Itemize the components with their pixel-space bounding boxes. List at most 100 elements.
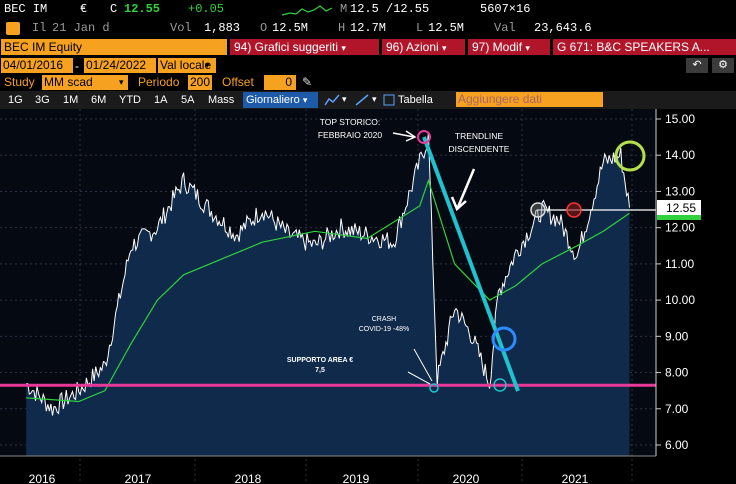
periodo-input[interactable]: 200 [188,75,212,90]
top-arrow [392,130,417,142]
y-tick-label: 15.00 [665,112,695,126]
volume: 1,883 [204,21,241,35]
security-field[interactable]: BEC IM Equity [1,39,227,55]
study-select[interactable]: MM scad [42,75,128,90]
tab-1g[interactable]: 1G [8,94,23,106]
tab-mass[interactable]: Mass [208,94,235,106]
ticker-bar: BEC IM € C 12.55 +0.05 M 12.5 /12.55 560… [0,0,736,19]
high-price: 12.7M [350,21,387,35]
crash-low-marker [429,383,439,393]
caret-down-icon: ▾ [302,95,308,105]
x-tick-label: 2018 [235,472,262,484]
y-tick-label: 10.00 [665,293,695,307]
bid-ask: 12.5 /12.55 [350,2,430,16]
news-icon[interactable] [6,22,20,35]
y-tick-label: 9.00 [665,329,689,343]
settings-icon[interactable]: ⚙ [712,58,734,73]
top-marker [417,130,431,144]
m-label: M [340,2,348,16]
azioni-button[interactable]: 96) Azioni ▾ [382,39,465,55]
caret-down-icon[interactable]: ▾ [342,94,347,104]
y-tick-label: 7.00 [665,402,689,416]
x-tick-label: 2016 [29,472,56,484]
y-tick-label: 6.00 [665,438,689,452]
x-tick-label: 2017 [125,472,152,484]
second-low-marker [493,378,507,392]
bid-ask-size: 5607×16 [480,2,531,16]
draw-tool-icon[interactable] [354,93,370,107]
resistance-marker-1 [530,202,546,218]
line-chart-icon[interactable] [324,93,340,107]
start-date-field[interactable]: 04/01/2016 [1,58,73,73]
date-separator: - [75,59,79,73]
currency-symbol: € [80,2,88,16]
last-price-tag-label: 12.55 [666,201,696,215]
date-range-bar: 04/01/2016 - 01/24/2022 Val locale ▾ ↶ ⚙ [0,57,736,74]
tab-5a[interactable]: 5A [181,94,195,106]
price-line [26,132,630,416]
tab-1m[interactable]: 1M [63,94,79,106]
resistance-marker-2 [566,202,582,218]
tab-6m[interactable]: 6M [91,94,107,106]
annotation-support-line2: 7,5 [315,367,325,374]
annotation-crash-line2: COVID-19 -48% [359,326,410,333]
giornaliero-label: Giornaliero [246,94,300,106]
low-label: L [416,21,424,35]
moving-average-line [26,178,630,403]
quote-date: 21 Jan d [52,21,110,35]
annotation-support-line1: SUPPORTO AREA € [287,357,353,364]
price-chart[interactable]: TOP STORICO: FEBBRAIO 2020 TRENDLINE DIS… [0,109,736,484]
vol-label: Vol [170,21,192,35]
annotation-trend-line2: DISCENDENTE [449,144,510,154]
price-area-fill [26,132,630,456]
y-tick-label: 14.00 [665,148,695,162]
traded-value: 23,643.6 [534,21,592,35]
period-tabs: 1G 3G 1M 6M YTD 1A 5A Mass Giornaliero ▾… [0,91,736,109]
security-toolbar: BEC IM Equity 94) Grafici suggeriti ▾ 96… [0,38,736,56]
modif-button[interactable]: 97) Modif ▾ [468,39,550,55]
offset-input[interactable]: 0 [264,75,296,90]
chevron-down-icon: ▾ [205,60,210,70]
y-tick-label: 11.00 [665,257,694,271]
caret-down-icon[interactable]: ▾ [372,94,377,104]
pencil-icon[interactable]: ✎ [302,75,313,89]
aggiungere-dati-field[interactable]: Aggiungere dati [456,92,603,107]
grafici-suggeriti-button[interactable]: 94) Grafici suggeriti ▾ [230,39,379,55]
tab-ytd[interactable]: YTD [119,94,141,106]
caret-down-icon: ▾ [525,43,530,53]
open-label: O [260,21,268,35]
caret-down-icon: ▾ [442,43,447,53]
caret-down-icon: ▾ [341,43,346,53]
last-label: C [110,2,118,16]
chevron-down-icon: ▾ [119,77,124,87]
value-label: Val [494,21,516,35]
annotation-top-line2: FEBBRAIO 2020 [318,130,383,140]
low-price: 12.5M [428,21,465,35]
y-axis: 15.00 14.00 13.00 12.00 11.00 10.00 9.00 8.00 7.… [655,109,695,456]
y-tick-label: 13.00 [665,184,695,198]
periodo-label: Periodo [138,75,180,89]
g671-button[interactable]: G 671: B&C SPEAKERS A... [553,39,736,55]
grafici-label: 94) Grafici suggeriti [234,40,339,54]
y-tick-label: 12.00 [665,221,695,235]
annotation-trend-line1: TRENDLINE [455,131,504,141]
compare-icon[interactable] [382,93,396,107]
tab-giornaliero[interactable]: Giornaliero ▾ [243,92,318,108]
last-price-tag: 12.55 [657,200,701,220]
x-tick-label: 2019 [343,472,370,484]
crash-arrow [413,348,433,382]
end-date-field[interactable]: 01/24/2022 [84,58,156,73]
undo-icon[interactable]: ↶ [686,58,708,73]
il-label: Il [32,21,47,35]
offset-label: Offset [222,75,254,89]
annotation-crash-line1: CRASH [372,316,397,323]
tab-1a[interactable]: 1A [154,94,168,106]
val-locale-select[interactable]: Val locale [158,58,216,73]
y-tick-label: 8.00 [665,366,689,380]
ticker-symbol: BEC IM [4,2,48,16]
tab-3g[interactable]: 3G [35,94,50,106]
quote-bar: Il 21 Jan d Vol 1,883 O 12.5M H 12.7M L … [0,19,736,38]
high-label: H [338,21,346,35]
study-label: Study [4,75,35,89]
tabella-button[interactable]: Tabella [398,94,433,106]
